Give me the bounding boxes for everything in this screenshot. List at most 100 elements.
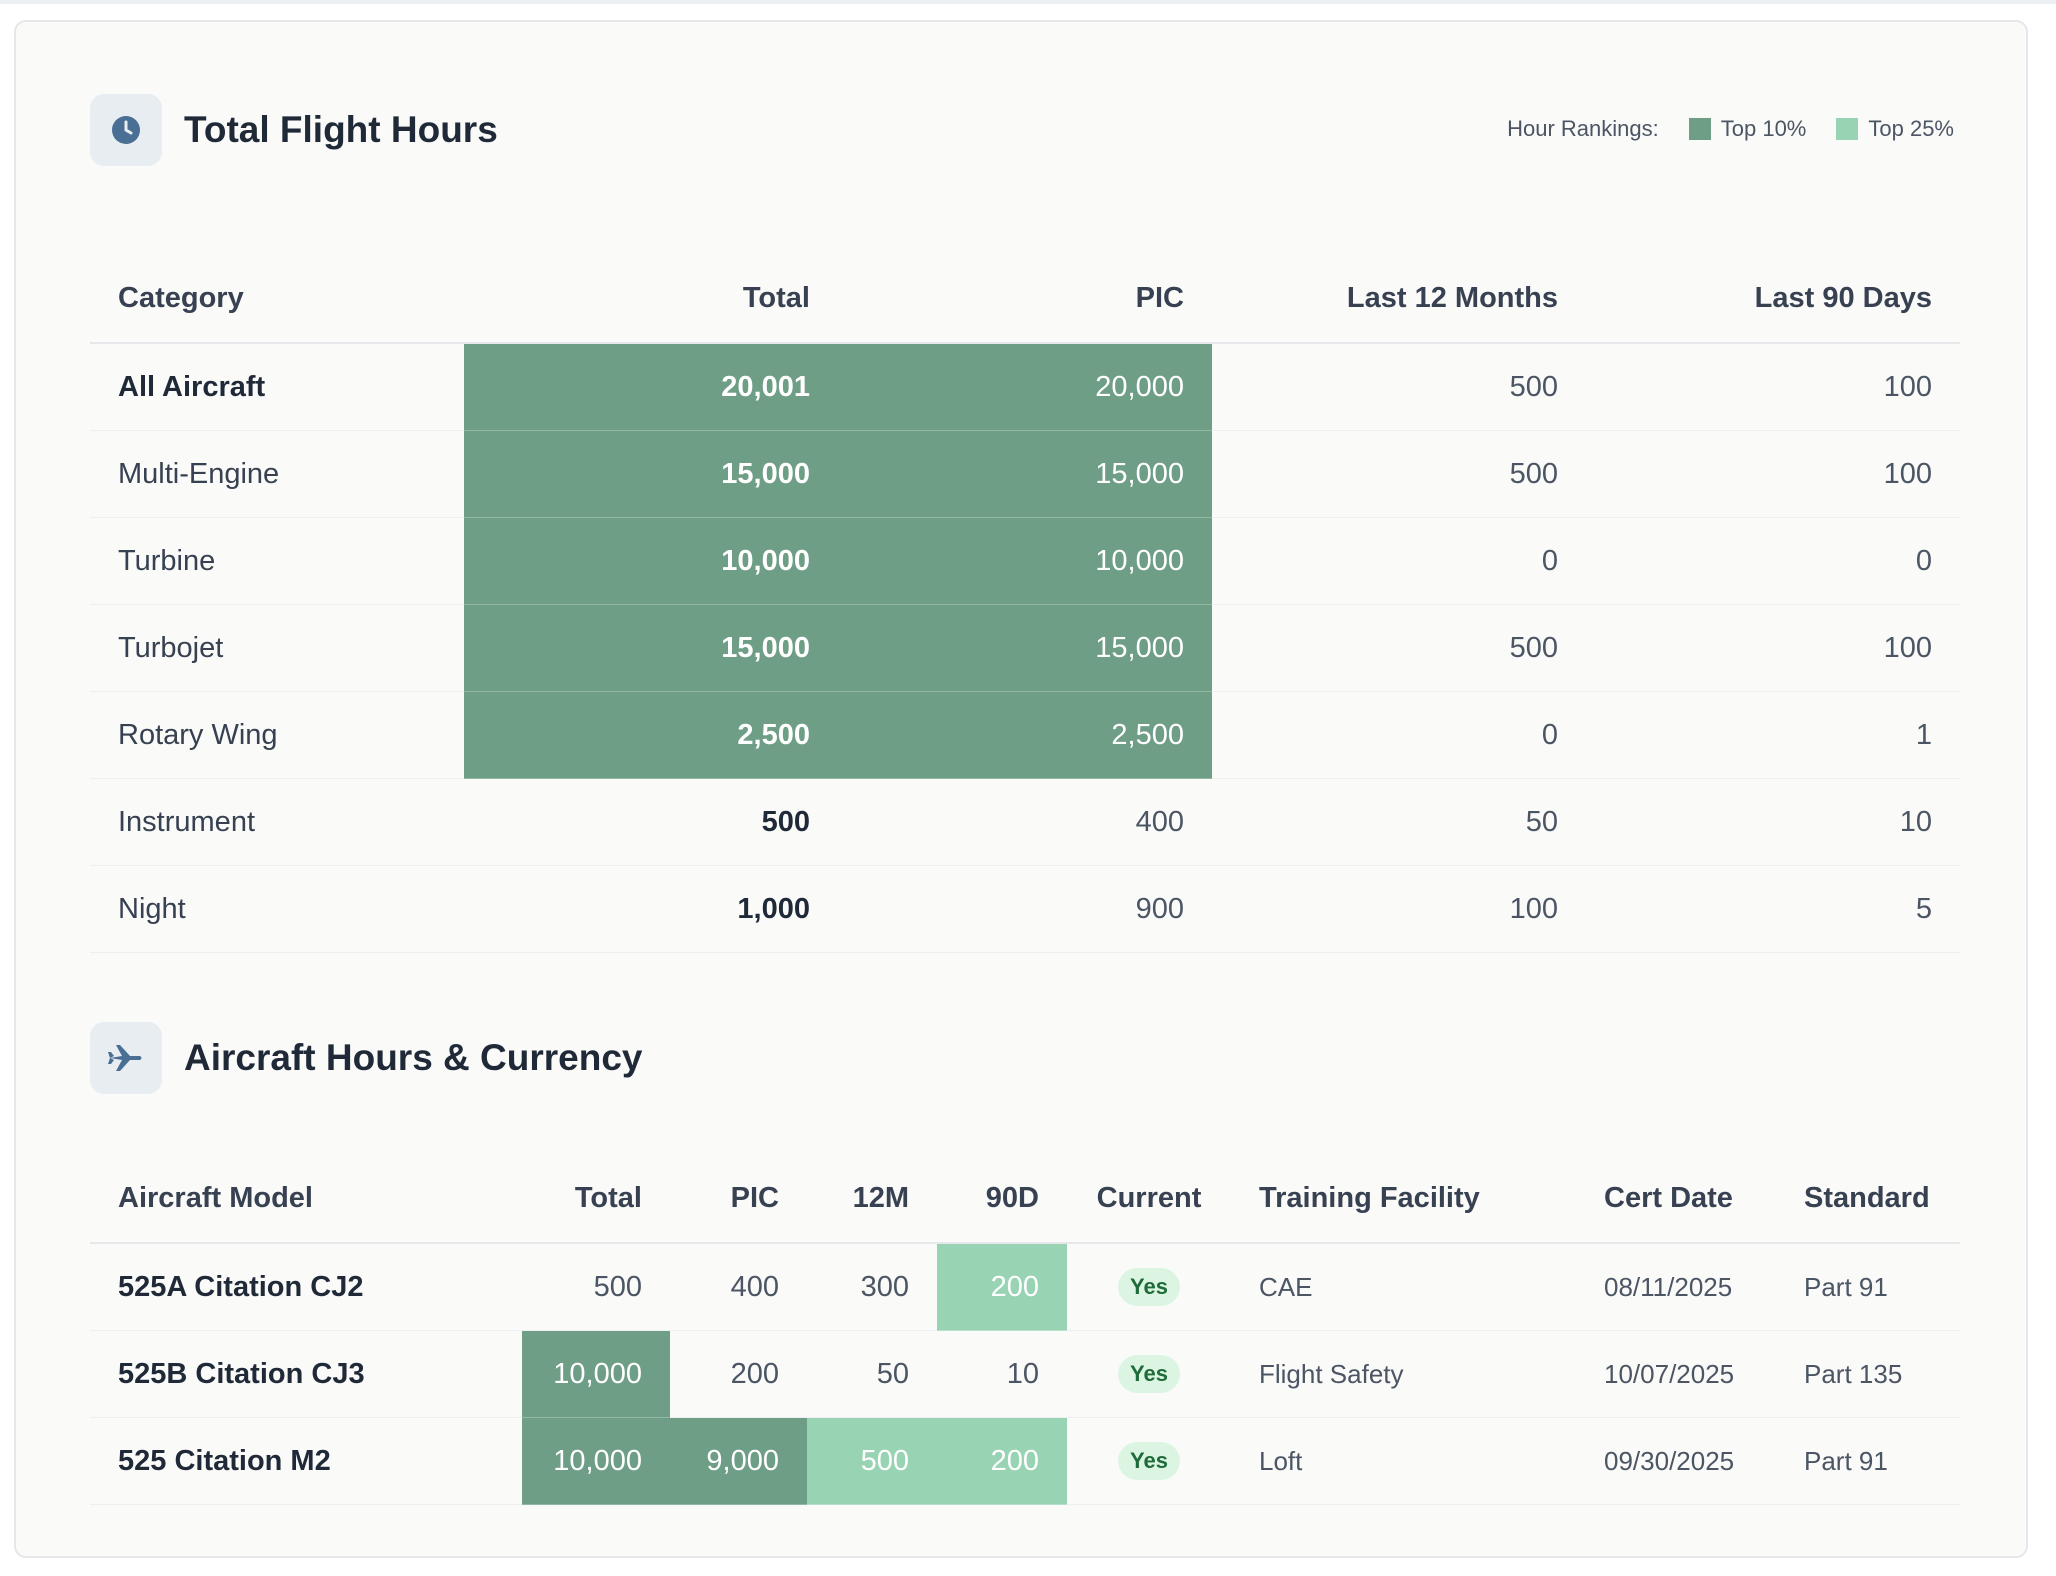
total-cell: 500: [464, 778, 838, 866]
last-90-days-cell: 100: [1586, 604, 1960, 692]
total-cell: 10,000: [464, 517, 838, 605]
last-90-days-cell: 0: [1586, 517, 1960, 605]
last-12-months-cell: 500: [1212, 604, 1586, 692]
col-header-last-12-months: Last 12 Months: [1212, 254, 1586, 344]
table-row: Turbojet 15,000 15,000 500 100: [90, 604, 1960, 692]
pic-cell: 400: [838, 778, 1212, 866]
cert-date-cell: 10/07/2025: [1576, 1330, 1776, 1418]
current-badge: Yes: [1118, 1268, 1180, 1306]
table-row: Turbine 10,000 10,000 0 0: [90, 517, 1960, 605]
last-12-months-cell: 0: [1212, 517, 1586, 605]
section-title: Total Flight Hours: [184, 109, 498, 150]
pic-cell: 9,000: [670, 1417, 807, 1505]
current-cell: Yes: [1067, 1417, 1231, 1505]
top-border: [0, 0, 2056, 4]
aircraft-model-cell: 525B Citation CJ3: [90, 1330, 522, 1418]
table-header-row: Aircraft Model Total PIC 12M 90D Current…: [90, 1154, 1960, 1244]
last-90-days-cell: 100: [1586, 430, 1960, 518]
pic-cell: 200: [670, 1330, 807, 1418]
last-90-days-cell: 100: [1586, 343, 1960, 431]
col-header-total: Total: [464, 254, 838, 344]
last-90-days-cell: 5: [1586, 865, 1960, 953]
standard-cell: Part 91: [1776, 1243, 1960, 1331]
total-cell: 2,500: [464, 691, 838, 779]
pic-cell: 2,500: [838, 691, 1212, 779]
col-header-current: Current: [1067, 1154, 1231, 1244]
current-badge: Yes: [1118, 1355, 1180, 1393]
table-row: Instrument 500 400 50 10: [90, 778, 1960, 866]
total-cell: 15,000: [464, 430, 838, 518]
col-header-12m: 12M: [807, 1154, 937, 1244]
90d-cell: 200: [937, 1243, 1067, 1331]
last-90-days-cell: 1: [1586, 691, 1960, 779]
training-facility-cell: CAE: [1231, 1243, 1576, 1331]
pic-cell: 20,000: [838, 343, 1212, 431]
airplane-icon: [90, 1022, 162, 1094]
table-row: Night 1,000 900 100 5: [90, 865, 1960, 953]
standard-cell: Part 135: [1776, 1330, 1960, 1418]
last-12-months-cell: 100: [1212, 865, 1586, 953]
total-cell: 10,000: [522, 1330, 670, 1418]
current-badge: Yes: [1118, 1442, 1180, 1480]
pic-cell: 900: [838, 865, 1212, 953]
90d-cell: 200: [937, 1417, 1067, 1505]
standard-cell: Part 91: [1776, 1417, 1960, 1505]
section-title: Aircraft Hours & Currency: [184, 1037, 643, 1078]
cert-date-cell: 08/11/2025: [1576, 1243, 1776, 1331]
total-flight-hours-table: Category Total PIC Last 12 Months Last 9…: [90, 254, 1960, 953]
table-header-row: Category Total PIC Last 12 Months Last 9…: [90, 254, 1960, 344]
aircraft-model-cell: 525A Citation CJ2: [90, 1243, 522, 1331]
last-12-months-cell: 50: [1212, 778, 1586, 866]
legend-top10-label: Top 10%: [1720, 116, 1807, 141]
pic-cell: 400: [670, 1243, 807, 1331]
aircraft-hours-currency-header: Aircraft Hours & Currency: [90, 1022, 643, 1094]
total-cell: 1,000: [464, 865, 838, 953]
last-12-months-cell: 500: [1212, 343, 1586, 431]
total-cell: 500: [522, 1243, 670, 1331]
cert-date-cell: 09/30/2025: [1576, 1417, 1776, 1505]
aircraft-hours-table: Aircraft Model Total PIC 12M 90D Current…: [90, 1154, 1960, 1505]
table-row: Rotary Wing 2,500 2,500 0 1: [90, 691, 1960, 779]
category-cell: Instrument: [90, 778, 464, 866]
table-row: 525B Citation CJ3 10,000 200 50 10 Yes F…: [90, 1330, 1960, 1418]
legend-top25-label: Top 25%: [1868, 116, 1954, 141]
training-facility-cell: Flight Safety: [1231, 1330, 1576, 1418]
pic-cell: 15,000: [838, 430, 1212, 518]
col-header-90d: 90D: [937, 1154, 1067, 1244]
col-header-standard: Standard: [1776, 1154, 1960, 1244]
last-90-days-cell: 10: [1586, 778, 1960, 866]
table-row: 525 Citation M2 10,000 9,000 500 200 Yes…: [90, 1417, 1960, 1505]
col-header-pic: PIC: [670, 1154, 807, 1244]
category-cell: Turbojet: [90, 604, 464, 692]
12m-cell: 500: [807, 1417, 937, 1505]
pic-cell: 15,000: [838, 604, 1212, 692]
category-cell: Turbine: [90, 517, 464, 605]
legend-swatch-top25: [1836, 118, 1859, 140]
col-header-training-facility: Training Facility: [1231, 1154, 1576, 1244]
col-header-last-90-days: Last 90 Days: [1586, 254, 1960, 344]
col-header-category: Category: [90, 254, 464, 344]
current-cell: Yes: [1067, 1243, 1231, 1331]
90d-cell: 10: [937, 1330, 1067, 1418]
total-cell: 10,000: [522, 1417, 670, 1505]
hour-rankings-legend: Hour Rankings: Top 10% Top 25%: [1507, 116, 1954, 142]
legend-label: Hour Rankings:: [1507, 116, 1659, 141]
col-header-total: Total: [522, 1154, 670, 1244]
12m-cell: 50: [807, 1330, 937, 1418]
table-row: 525A Citation CJ2 500 400 300 200 Yes CA…: [90, 1243, 1960, 1331]
12m-cell: 300: [807, 1243, 937, 1331]
total-cell: 20,001: [464, 343, 838, 431]
last-12-months-cell: 500: [1212, 430, 1586, 518]
col-header-aircraft-model: Aircraft Model: [90, 1154, 522, 1244]
clock-icon: [90, 94, 162, 166]
aircraft-model-cell: 525 Citation M2: [90, 1417, 522, 1505]
col-header-cert-date: Cert Date: [1576, 1154, 1776, 1244]
training-facility-cell: Loft: [1231, 1417, 1576, 1505]
pic-cell: 10,000: [838, 517, 1212, 605]
flight-hours-card: Total Flight Hours Hour Rankings: Top 10…: [14, 20, 2028, 1558]
last-12-months-cell: 0: [1212, 691, 1586, 779]
category-cell: Night: [90, 865, 464, 953]
col-header-pic: PIC: [838, 254, 1212, 344]
legend-swatch-top10: [1688, 118, 1711, 140]
table-row: Multi-Engine 15,000 15,000 500 100: [90, 430, 1960, 518]
